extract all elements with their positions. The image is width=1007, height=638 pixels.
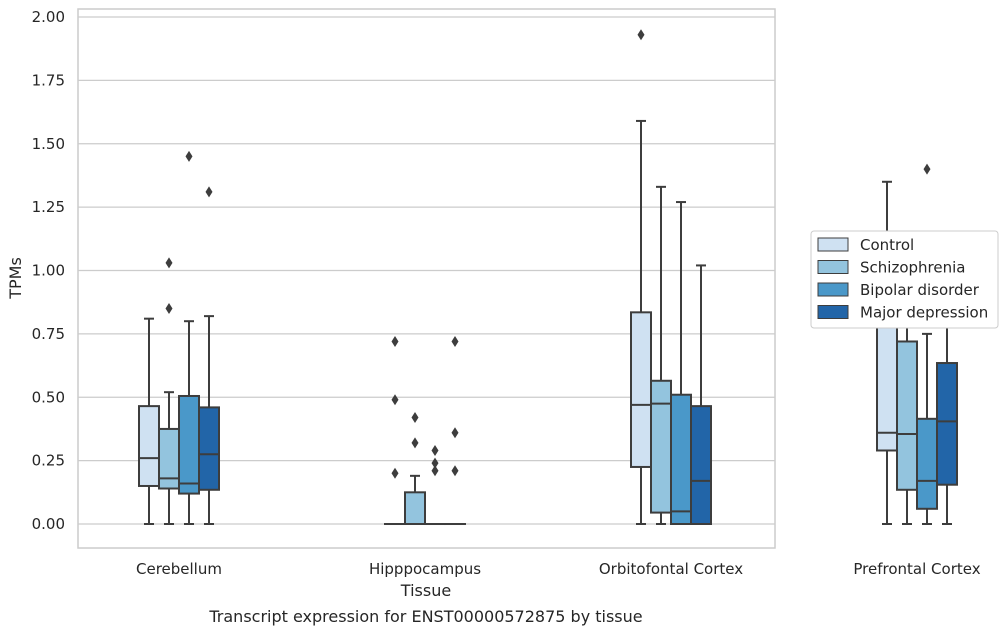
outlier-point [392,468,399,479]
y-tick-label: 1.00 [32,262,65,280]
box-schizophrenia [651,187,671,524]
legend-swatch [818,261,848,274]
iqr-box [671,395,691,524]
y-tick-label: 0.25 [32,452,65,470]
iqr-box [159,429,179,489]
iqr-box [917,419,937,509]
legend-swatch [818,306,848,319]
legend-swatch [818,283,848,296]
legend: Control Schizophrenia Bipolar disorder Majo… [811,231,998,328]
box-control [139,319,159,524]
x-tick-label: Prefrontal Cortex [853,560,980,578]
legend-label: Bipolar disorder [860,281,980,299]
iqr-box [405,492,425,524]
outlier-point [452,427,459,438]
box-control [385,336,405,524]
iqr-box [937,363,957,485]
outlier-point [452,336,459,347]
legend-label: Control [860,236,914,254]
outlier-point [452,465,459,476]
y-tick-label: 1.75 [32,71,65,89]
outlier-point [392,394,399,405]
y-ticks: 0.00 0.25 0.50 0.75 1.00 1.25 1.50 1.75 2.00 [32,8,65,533]
box-major-depression [691,265,711,524]
x-tick-label: Hipppocampus [369,560,481,578]
x-axis-label: Tissue [400,581,451,600]
outlier-point [392,336,399,347]
outlier-point [924,164,931,175]
x-tick-label: Cerebellum [136,560,222,578]
box-bipolar-disorder [425,445,445,524]
box-bipolar-disorder [671,202,691,524]
box-schizophrenia [159,257,179,524]
y-tick-label: 1.50 [32,135,65,153]
y-tick-label: 2.00 [32,8,65,26]
box-bipolar-disorder [917,164,937,524]
legend-swatch [818,238,848,251]
outlier-point [432,445,439,456]
iqr-box [651,381,671,513]
outlier-point [166,303,173,314]
outlier-point [206,186,213,197]
y-tick-label: 1.25 [32,198,65,216]
chart-caption: Transcript expression for ENST0000057287… [208,607,642,626]
iqr-box [139,406,159,486]
iqr-box [691,406,711,524]
box-major-depression [445,336,465,524]
iqr-box [897,341,917,489]
iqr-box [179,396,199,494]
legend-label: Major depression [860,304,988,322]
box-schizophrenia [405,412,425,524]
y-tick-label: 0.50 [32,388,65,406]
iqr-box [631,312,651,467]
iqr-box [199,407,219,489]
outlier-point [166,257,173,268]
legend-label: Schizophrenia [860,259,965,277]
box-control [631,29,651,524]
outlier-point [638,29,645,40]
y-tick-label: 0.75 [32,325,65,343]
outlier-point [412,412,419,423]
y-axis-label: TPMs [6,257,25,300]
outlier-point [186,151,193,162]
outlier-point [432,458,439,469]
box-major-depression [199,186,219,524]
y-tick-label: 0.00 [32,515,65,533]
outlier-point [412,437,419,448]
x-tick-label: Orbitofontal Cortex [599,560,743,578]
x-ticks: Cerebellum Hipppocampus Orbitofontal Corte… [136,560,981,578]
iqr-box [877,314,897,451]
